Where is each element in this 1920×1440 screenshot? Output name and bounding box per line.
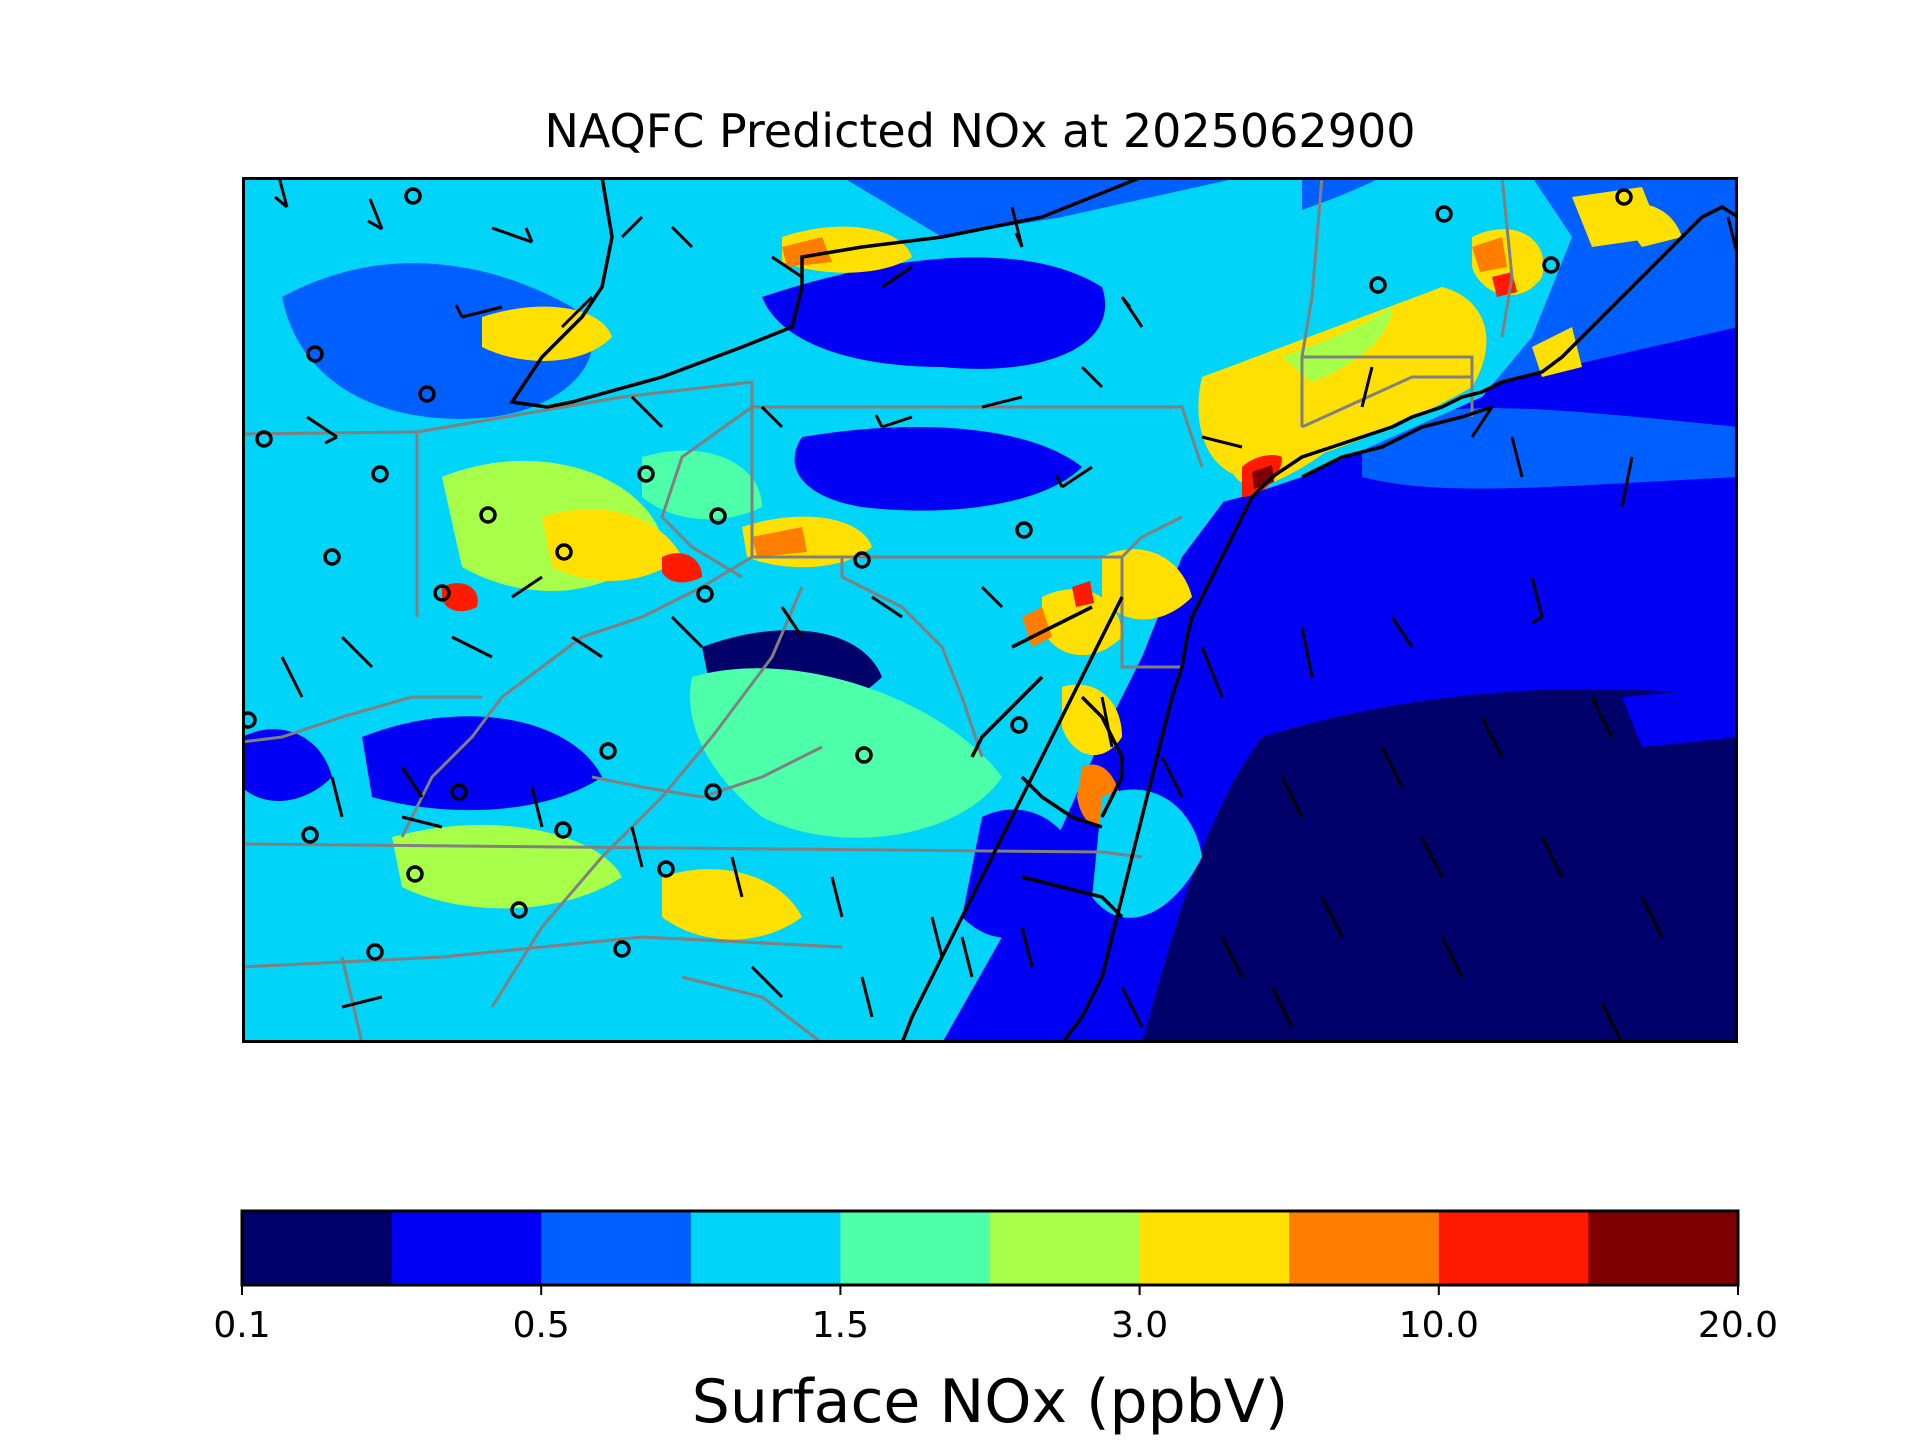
colorbar-label: Surface NOx (ppbV)	[692, 1367, 1288, 1437]
colorbar: 0.1 0.5 1.5 3.0 10.0 20.0 Surface NOx (ppbV)	[213, 1209, 1778, 1437]
colorbar-swatch	[990, 1211, 1141, 1285]
colorbar-tick-label: 0.1	[213, 1305, 270, 1346]
plot-title: NAQFC Predicted NOx at 2025062900	[544, 104, 1416, 158]
monitor-sites	[242, 187, 1633, 961]
colorbar-swatch	[1588, 1211, 1739, 1285]
colorbar-tick-label: 3.0	[1111, 1305, 1168, 1346]
colorbar-swatch	[1139, 1211, 1290, 1285]
colorbar-swatch	[391, 1211, 542, 1285]
colorbar-tick-label: 0.5	[513, 1305, 570, 1346]
wind-barbs	[274, 177, 1738, 1043]
colorbar-tick-label: 10.0	[1399, 1305, 1479, 1346]
colorbar-swatch	[840, 1211, 991, 1285]
colorbar-frame	[240, 1209, 1740, 1287]
colorbar-tick-label: 1.5	[812, 1305, 869, 1346]
colorbar-swatches	[242, 1211, 1739, 1285]
state-borders	[242, 177, 1514, 1043]
coastlines	[509, 177, 1738, 1043]
colorbar-swatch	[1438, 1211, 1589, 1285]
colorbar-swatch	[541, 1211, 692, 1285]
colorbar-swatch	[690, 1211, 841, 1285]
colorbar-swatch	[242, 1211, 393, 1285]
colorbar-tick-label: 20.0	[1698, 1305, 1778, 1346]
map-frame	[242, 177, 1738, 1043]
nox-map	[242, 177, 1738, 1043]
colorbar-swatch	[1289, 1211, 1440, 1285]
urban-corridor	[962, 177, 1682, 938]
colorbar-ticks: 0.1 0.5 1.5 3.0 10.0 20.0	[213, 1285, 1778, 1346]
